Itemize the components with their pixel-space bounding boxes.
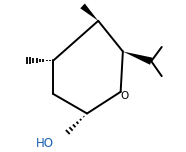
Polygon shape [123, 52, 153, 65]
Polygon shape [80, 3, 98, 21]
Text: HO: HO [36, 137, 53, 150]
Text: O: O [121, 91, 129, 101]
